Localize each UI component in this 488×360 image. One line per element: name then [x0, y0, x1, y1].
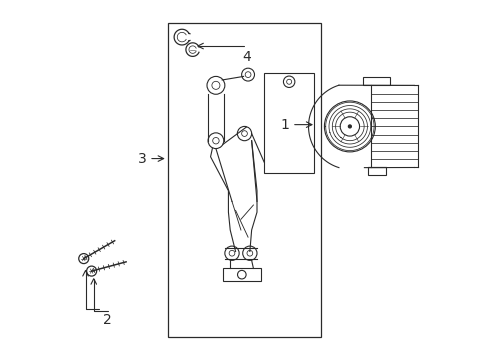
Bar: [367, 167, 385, 175]
Circle shape: [347, 124, 351, 129]
Text: 2: 2: [102, 313, 111, 327]
Bar: [223, 269, 260, 281]
Bar: [167, 23, 321, 337]
Bar: [264, 73, 313, 173]
Text: 1: 1: [280, 118, 311, 132]
Text: 3: 3: [137, 152, 163, 166]
Bar: [363, 77, 389, 85]
Text: 4: 4: [197, 43, 251, 64]
